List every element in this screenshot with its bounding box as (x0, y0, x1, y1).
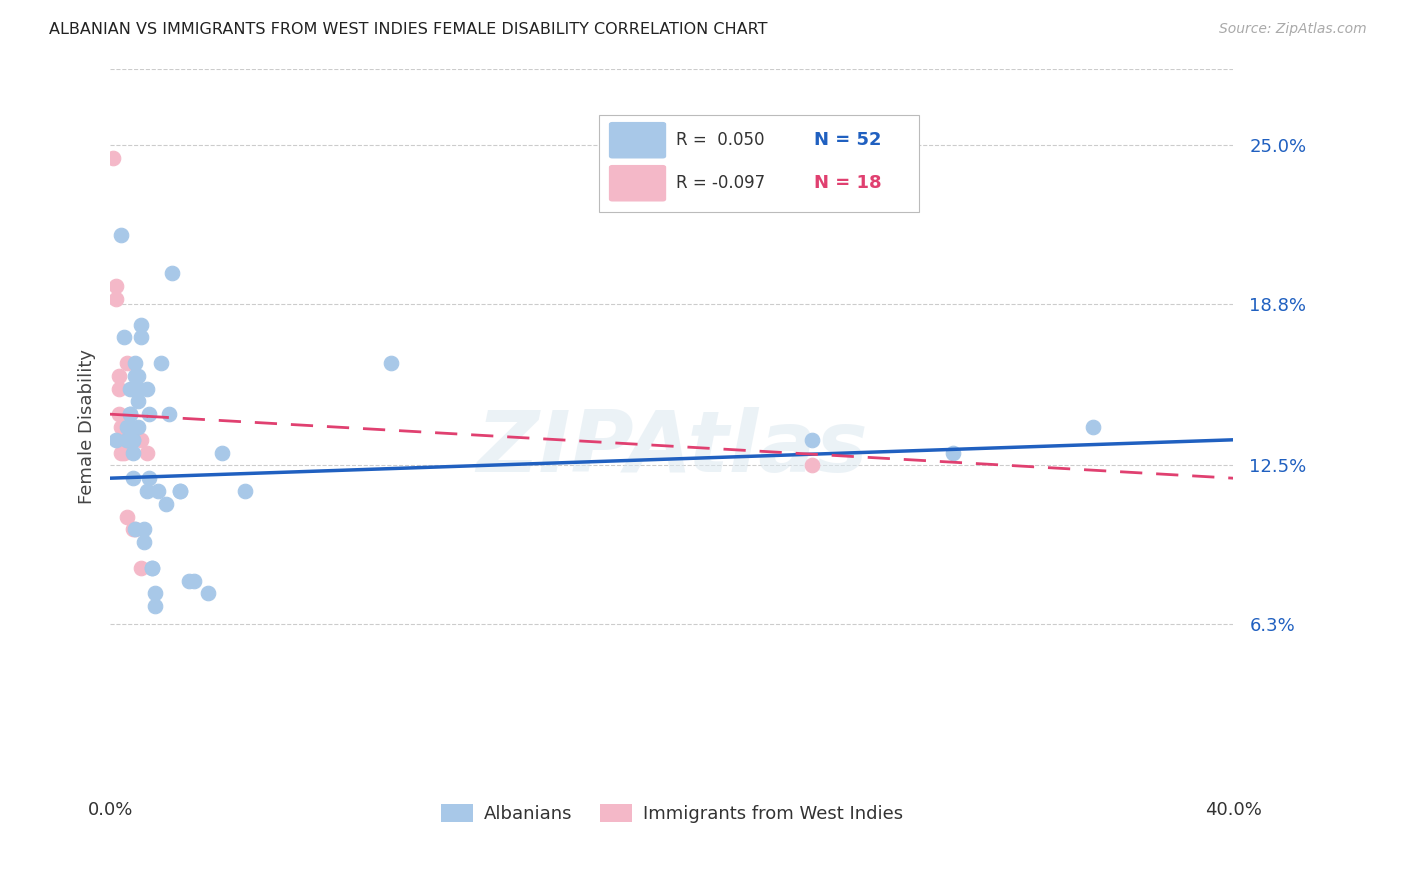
Point (127, 394, 149, 409)
Point (160, 266, 183, 280)
Point (101, 151, 124, 165)
Point (124, 368, 146, 383)
Point (138, 407, 160, 421)
Point (138, 471, 160, 485)
Point (197, 586, 219, 600)
Text: N = 52: N = 52 (814, 131, 882, 149)
Point (104, 433, 127, 447)
Point (801, 433, 824, 447)
Point (124, 382, 146, 396)
Point (129, 330, 152, 344)
Point (107, 382, 129, 396)
Point (127, 420, 149, 434)
Point (211, 445, 233, 459)
Point (183, 574, 205, 588)
Point (1081, 420, 1104, 434)
Point (124, 523, 146, 537)
Point (115, 433, 138, 447)
Point (121, 523, 143, 537)
Point (135, 445, 157, 459)
Text: ALBANIAN VS IMMIGRANTS FROM WEST INDIES FEMALE DISABILITY CORRELATION CHART: ALBANIAN VS IMMIGRANTS FROM WEST INDIES … (49, 22, 768, 37)
Point (129, 318, 152, 332)
Point (132, 535, 155, 549)
Point (149, 356, 172, 370)
Legend: Albanians, Immigrants from West Indies: Albanians, Immigrants from West Indies (433, 797, 910, 830)
Point (121, 433, 143, 447)
FancyBboxPatch shape (609, 165, 666, 202)
Point (115, 509, 138, 524)
Point (124, 523, 146, 537)
Point (104, 292, 127, 306)
Point (118, 433, 141, 447)
Point (380, 356, 402, 370)
Point (146, 483, 169, 498)
Point (115, 356, 138, 370)
Point (233, 483, 256, 498)
Point (157, 407, 180, 421)
Point (110, 445, 132, 459)
Point (129, 433, 152, 447)
Point (141, 561, 163, 575)
Point (169, 483, 191, 498)
Point (129, 561, 152, 575)
Y-axis label: Female Disability: Female Disability (79, 350, 96, 505)
Point (169, 483, 191, 498)
Point (121, 433, 143, 447)
Point (112, 445, 135, 459)
Point (127, 368, 149, 383)
Point (107, 368, 129, 383)
Text: R = -0.097: R = -0.097 (676, 174, 765, 193)
Point (115, 420, 138, 434)
FancyBboxPatch shape (599, 115, 920, 212)
Text: R =  0.050: R = 0.050 (676, 131, 765, 149)
Point (110, 433, 132, 447)
Point (110, 420, 132, 434)
Point (155, 497, 177, 511)
Point (118, 420, 141, 434)
Point (143, 599, 166, 614)
Text: ZIPAtlas: ZIPAtlas (477, 407, 868, 490)
Point (124, 356, 146, 370)
Point (104, 279, 127, 293)
Point (118, 407, 141, 421)
Point (118, 382, 141, 396)
Point (121, 382, 143, 396)
Point (132, 523, 155, 537)
Point (135, 483, 157, 498)
Point (107, 407, 129, 421)
Point (121, 471, 143, 485)
Point (127, 382, 149, 396)
Point (110, 227, 132, 242)
Point (121, 445, 143, 459)
Point (143, 586, 166, 600)
Point (135, 382, 157, 396)
Point (177, 574, 200, 588)
Point (118, 407, 141, 421)
Point (801, 458, 824, 473)
Point (112, 330, 135, 344)
Point (141, 561, 163, 575)
Text: Source: ZipAtlas.com: Source: ZipAtlas.com (1219, 22, 1367, 37)
Point (942, 445, 965, 459)
FancyBboxPatch shape (609, 122, 666, 159)
Text: N = 18: N = 18 (814, 174, 882, 193)
Point (115, 433, 138, 447)
